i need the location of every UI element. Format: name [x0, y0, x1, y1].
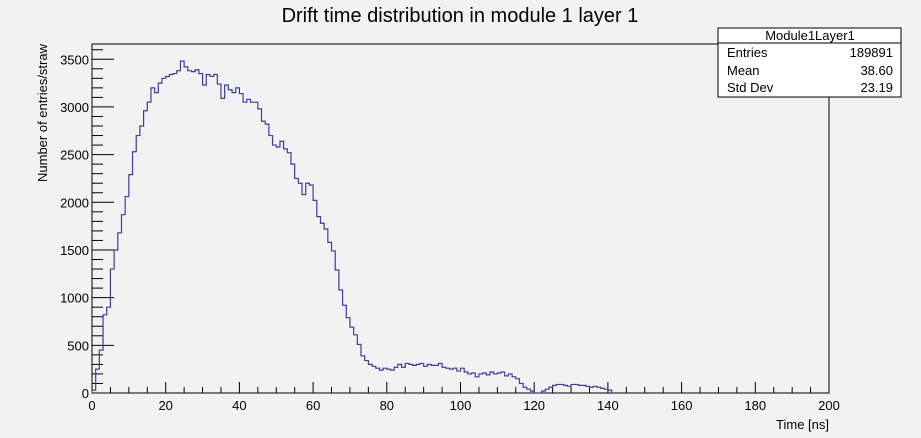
stats-stddev-value: 23.19: [860, 80, 893, 95]
x-tick-label: 20: [158, 398, 172, 413]
y-tick-label: 2500: [60, 148, 89, 163]
x-tick-label: 180: [744, 398, 766, 413]
y-tick-label: 3000: [60, 100, 89, 115]
chart-title: Drift time distribution in module 1 laye…: [282, 5, 639, 27]
stats-mean-label: Mean: [727, 63, 760, 78]
axis-ticks: [91, 49, 830, 394]
y-tick-label: 3500: [60, 52, 89, 67]
x-tick-label: 200: [818, 398, 840, 413]
histogram-line: [91, 60, 613, 394]
y-tick-label: 0: [82, 386, 89, 401]
y-axis-label: Number of entries/straw: [35, 43, 50, 182]
stats-entries-value: 189891: [850, 45, 893, 60]
x-tick-label: 40: [232, 398, 246, 413]
y-tick-label: 1000: [60, 291, 89, 306]
x-tick-label: 120: [523, 398, 545, 413]
x-tick-label: 0: [88, 398, 95, 413]
x-tick-label: 100: [450, 398, 472, 413]
stats-box-name: Module1Layer1: [765, 28, 855, 43]
y-tick-label: 500: [67, 338, 89, 353]
stats-mean-value: 38.60: [860, 63, 893, 78]
stats-box-frame: [717, 27, 902, 98]
x-tick-label: 160: [671, 398, 693, 413]
y-tick-label: 2000: [60, 195, 89, 210]
x-axis-label: Time [ns]: [776, 417, 829, 432]
x-tick-label: 80: [380, 398, 394, 413]
stats-box: Module1Layer1 Entries 189891 Mean 38.60 …: [717, 27, 902, 98]
x-tick-label: 60: [306, 398, 320, 413]
stats-stddev-label: Std Dev: [727, 80, 774, 95]
x-tick-labels: 0 20 40 60 80 100 120 140 160 180 200: [88, 398, 839, 413]
stats-entries-label: Entries: [727, 45, 768, 60]
y-tick-label: 1500: [60, 243, 89, 258]
y-tick-labels: 0 500 1000 1500 2000 2500 3000 3500: [60, 52, 89, 401]
x-tick-label: 140: [597, 398, 619, 413]
